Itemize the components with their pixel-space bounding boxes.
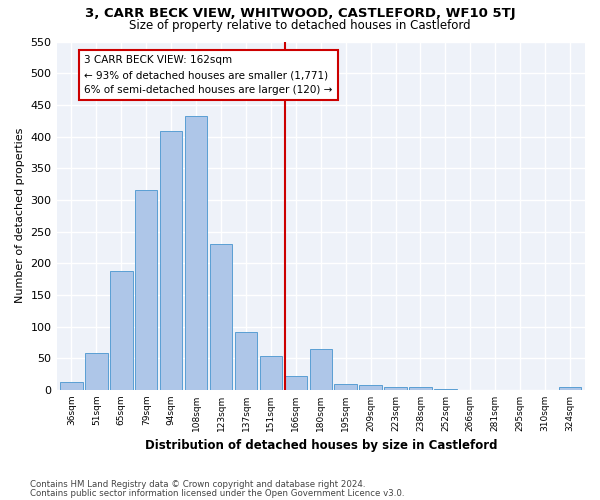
Bar bbox=[235, 332, 257, 390]
Bar bbox=[185, 116, 208, 390]
Bar bbox=[559, 387, 581, 390]
Bar bbox=[385, 387, 407, 390]
Bar bbox=[260, 356, 282, 390]
Bar bbox=[135, 190, 157, 390]
Bar bbox=[210, 244, 232, 390]
Bar bbox=[85, 353, 107, 390]
Text: 3 CARR BECK VIEW: 162sqm
← 93% of detached houses are smaller (1,771)
6% of semi: 3 CARR BECK VIEW: 162sqm ← 93% of detach… bbox=[84, 56, 332, 95]
Bar bbox=[409, 388, 431, 390]
X-axis label: Distribution of detached houses by size in Castleford: Distribution of detached houses by size … bbox=[145, 440, 497, 452]
Bar bbox=[110, 271, 133, 390]
Bar bbox=[60, 382, 83, 390]
Bar bbox=[359, 385, 382, 390]
Bar bbox=[434, 388, 457, 390]
Bar bbox=[160, 132, 182, 390]
Text: Contains HM Land Registry data © Crown copyright and database right 2024.: Contains HM Land Registry data © Crown c… bbox=[30, 480, 365, 489]
Bar bbox=[310, 349, 332, 390]
Bar bbox=[284, 376, 307, 390]
Text: 3, CARR BECK VIEW, WHITWOOD, CASTLEFORD, WF10 5TJ: 3, CARR BECK VIEW, WHITWOOD, CASTLEFORD,… bbox=[85, 8, 515, 20]
Text: Size of property relative to detached houses in Castleford: Size of property relative to detached ho… bbox=[129, 18, 471, 32]
Text: Contains public sector information licensed under the Open Government Licence v3: Contains public sector information licen… bbox=[30, 488, 404, 498]
Bar bbox=[334, 384, 357, 390]
Y-axis label: Number of detached properties: Number of detached properties bbox=[15, 128, 25, 304]
